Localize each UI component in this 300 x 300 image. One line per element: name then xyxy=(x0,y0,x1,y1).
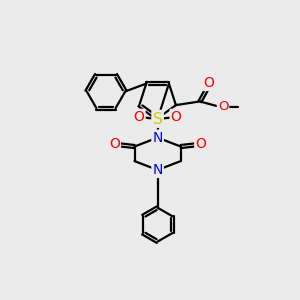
Text: O: O xyxy=(218,100,228,113)
Text: S: S xyxy=(153,112,163,127)
Text: O: O xyxy=(134,110,145,124)
Text: O: O xyxy=(195,137,206,151)
Text: S: S xyxy=(153,111,163,126)
Text: N: N xyxy=(152,163,163,177)
Text: O: O xyxy=(109,137,120,151)
Text: O: O xyxy=(203,76,214,90)
Text: N: N xyxy=(152,130,163,145)
Text: O: O xyxy=(171,110,182,124)
